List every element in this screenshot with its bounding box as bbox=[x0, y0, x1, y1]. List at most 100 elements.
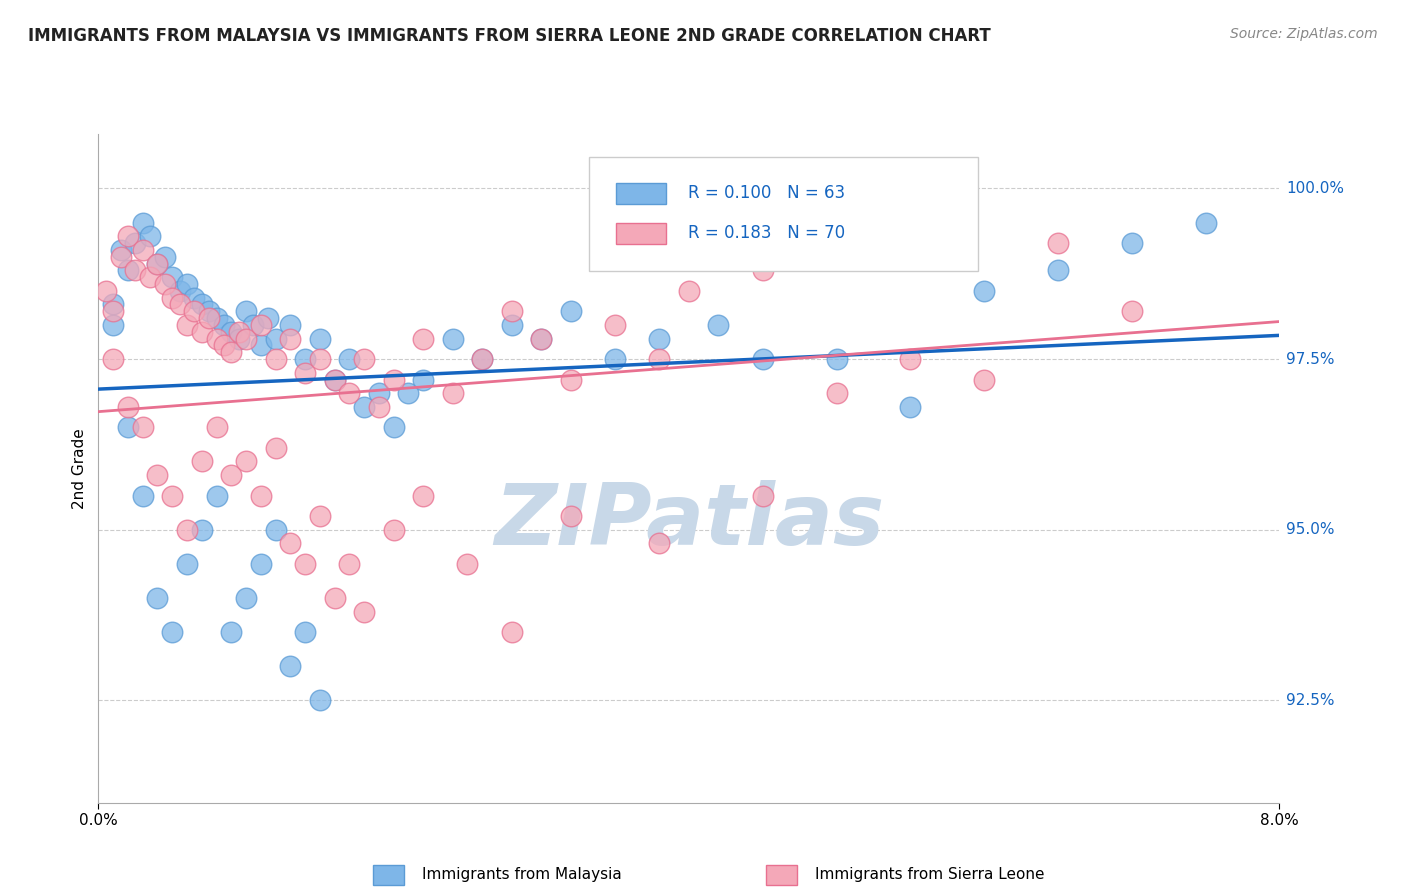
Text: IMMIGRANTS FROM MALAYSIA VS IMMIGRANTS FROM SIERRA LEONE 2ND GRADE CORRELATION C: IMMIGRANTS FROM MALAYSIA VS IMMIGRANTS F… bbox=[28, 27, 991, 45]
Point bbox=[367, 400, 389, 414]
Point bbox=[278, 332, 301, 346]
Point bbox=[898, 400, 921, 414]
Point bbox=[228, 325, 250, 339]
Text: R = 0.100   N = 63: R = 0.100 N = 63 bbox=[688, 185, 845, 202]
Text: 100.0%: 100.0% bbox=[1286, 181, 1344, 196]
Point bbox=[412, 332, 434, 346]
Point bbox=[110, 250, 132, 264]
Point bbox=[337, 352, 360, 367]
Point bbox=[973, 284, 995, 298]
Point bbox=[235, 332, 257, 346]
Point bbox=[176, 523, 198, 537]
Point bbox=[825, 352, 848, 367]
Point bbox=[323, 373, 346, 387]
Point bbox=[441, 386, 464, 401]
Point bbox=[219, 625, 242, 640]
Point bbox=[678, 284, 700, 298]
Point bbox=[264, 523, 287, 537]
Point bbox=[264, 332, 287, 346]
Point bbox=[382, 420, 405, 434]
Text: Source: ZipAtlas.com: Source: ZipAtlas.com bbox=[1230, 27, 1378, 41]
Point bbox=[353, 352, 375, 367]
Point bbox=[337, 386, 360, 401]
Text: Immigrants from Malaysia: Immigrants from Malaysia bbox=[422, 867, 621, 881]
Point bbox=[183, 291, 205, 305]
Point bbox=[264, 352, 287, 367]
Point bbox=[219, 325, 242, 339]
Point bbox=[132, 215, 155, 229]
Point bbox=[176, 277, 198, 291]
Point bbox=[353, 400, 375, 414]
Point bbox=[110, 243, 132, 257]
Point bbox=[132, 420, 155, 434]
Point bbox=[146, 591, 169, 605]
Point bbox=[228, 332, 250, 346]
Point bbox=[530, 332, 553, 346]
Point bbox=[250, 318, 273, 332]
Point bbox=[560, 304, 582, 318]
Point bbox=[103, 304, 125, 318]
Point bbox=[648, 536, 671, 550]
Point bbox=[648, 332, 671, 346]
Point bbox=[308, 693, 332, 707]
Point bbox=[605, 318, 627, 332]
Point bbox=[382, 523, 405, 537]
Point bbox=[825, 386, 848, 401]
Point bbox=[382, 373, 405, 387]
Point bbox=[396, 386, 419, 401]
Point bbox=[412, 373, 434, 387]
Point bbox=[103, 318, 125, 332]
Point bbox=[501, 318, 523, 332]
Point bbox=[162, 625, 183, 640]
Point bbox=[219, 468, 242, 483]
Point bbox=[278, 318, 301, 332]
Point bbox=[235, 304, 257, 318]
Point bbox=[205, 489, 228, 503]
Point bbox=[294, 625, 316, 640]
Point bbox=[898, 352, 921, 367]
Point bbox=[132, 489, 155, 503]
Text: ZIPatlas: ZIPatlas bbox=[494, 480, 884, 564]
Point bbox=[1194, 215, 1216, 229]
Point bbox=[250, 489, 273, 503]
FancyBboxPatch shape bbox=[616, 223, 666, 244]
Point bbox=[1121, 235, 1143, 250]
Point bbox=[648, 352, 671, 367]
Point bbox=[124, 263, 146, 277]
Point bbox=[153, 250, 176, 264]
Text: 95.0%: 95.0% bbox=[1286, 522, 1334, 537]
Point bbox=[353, 605, 375, 619]
Point bbox=[560, 509, 582, 524]
Point bbox=[235, 454, 257, 468]
Point bbox=[278, 659, 301, 673]
Point bbox=[501, 304, 523, 318]
Point bbox=[530, 332, 553, 346]
Point bbox=[707, 318, 730, 332]
Point bbox=[162, 489, 183, 503]
FancyBboxPatch shape bbox=[589, 157, 979, 271]
Point bbox=[1046, 235, 1069, 250]
Point bbox=[183, 304, 205, 318]
Point bbox=[242, 318, 264, 332]
Point bbox=[103, 297, 125, 311]
Point bbox=[205, 420, 228, 434]
Point bbox=[198, 304, 221, 318]
Point bbox=[441, 332, 464, 346]
Point bbox=[190, 297, 214, 311]
Point bbox=[412, 489, 434, 503]
Point bbox=[212, 318, 235, 332]
Point bbox=[205, 332, 228, 346]
Point bbox=[205, 311, 228, 326]
Point bbox=[153, 277, 176, 291]
Point bbox=[190, 523, 214, 537]
Point bbox=[501, 625, 523, 640]
Point bbox=[471, 352, 494, 367]
Point bbox=[1121, 304, 1143, 318]
Point bbox=[250, 557, 273, 571]
Point bbox=[471, 352, 494, 367]
Point bbox=[132, 243, 155, 257]
Point bbox=[323, 591, 346, 605]
Point bbox=[94, 284, 117, 298]
Point bbox=[308, 352, 332, 367]
Text: 97.5%: 97.5% bbox=[1286, 351, 1334, 367]
